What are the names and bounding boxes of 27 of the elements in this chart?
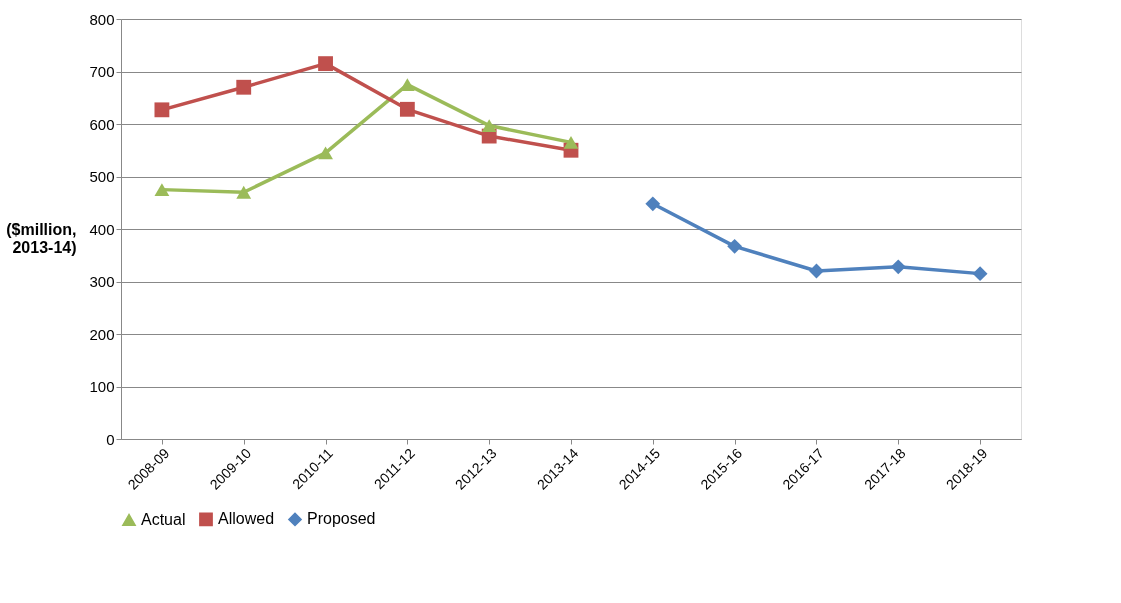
legend-label: Proposed [307,510,376,528]
y-tick-label: 500 [89,168,115,185]
point [399,101,415,117]
y-tick-label: 100 [89,378,115,395]
legend-label: Actual [141,510,186,528]
point [563,135,579,149]
point [154,102,170,118]
y-tick-label: 700 [89,63,115,80]
point [236,79,252,95]
y-tick-label: 0 [106,430,115,448]
point [890,259,906,275]
y-axis-title: ($million, 2013-14) [6,220,77,256]
y-tick-label: 300 [89,273,115,290]
legend-label: Allowed [218,510,275,528]
point [972,266,988,282]
point [154,183,170,197]
point [318,146,333,160]
point [481,119,497,132]
point [727,238,743,254]
point [645,196,661,212]
point [318,56,333,72]
point [236,185,252,199]
point [809,263,824,279]
y-tick-label: 800 [89,10,115,28]
y-tick-label: 600 [89,115,115,133]
y-tick-label: 400 [89,220,115,238]
y-tick-label: 200 [89,325,115,343]
